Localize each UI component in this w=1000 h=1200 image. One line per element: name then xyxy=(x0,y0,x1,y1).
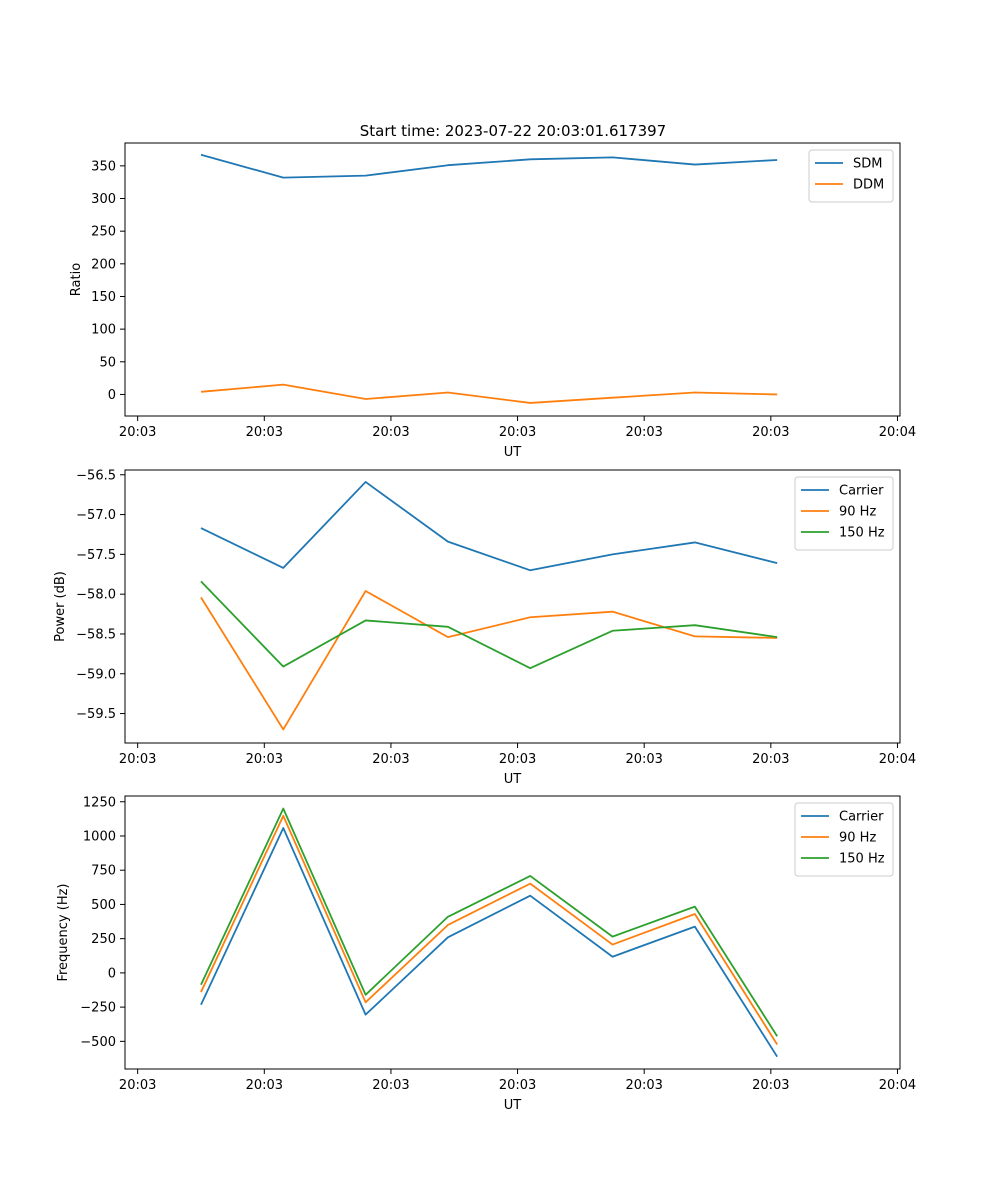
ratio-panel: 20:03 20:03 20:03 20:03 20:03 20:03 20:04 0 50 10… xyxy=(69,142,916,460)
ratio-ytick-label: 350 xyxy=(91,159,116,174)
ratio-series-sdm-line xyxy=(200,153,778,179)
frequency-ytick-label: 500 xyxy=(91,898,116,913)
power-legend-label-90-hz: 90 Hz xyxy=(839,505,876,520)
power-ylabel: Power (dB) xyxy=(53,571,68,642)
power-xtick-label: 20:03 xyxy=(752,752,789,767)
frequency-xtick-label: 20:04 xyxy=(879,1078,916,1093)
frequency-ytick-label: −250 xyxy=(80,1001,116,1016)
ratio-ytick-label: 300 xyxy=(91,192,116,207)
power-ytick-label: −57.5 xyxy=(76,548,116,563)
ratio-xtick-label: 20:03 xyxy=(119,425,156,440)
power-ytick-label: −57.0 xyxy=(76,508,116,523)
power-xtick-label: 20:03 xyxy=(119,752,156,767)
ratio-ytick-label: 150 xyxy=(91,290,116,305)
frequency-ytick-label: −500 xyxy=(80,1035,116,1050)
ratio-xtick-label: 20:03 xyxy=(625,425,662,440)
frequency-xtick-label: 20:03 xyxy=(625,1078,662,1093)
power-ytick-label: −59.5 xyxy=(76,707,116,722)
ratio-ytick-label: 200 xyxy=(91,257,116,272)
power-series-150-hz-line xyxy=(200,580,778,670)
frequency-axes-frame xyxy=(124,795,901,1070)
ratio-ytick-label: 250 xyxy=(91,225,116,240)
power-ytick-label: −58.0 xyxy=(76,588,116,603)
ratio-ytick-label: 0 xyxy=(108,388,116,403)
ratio-series-ddm-line xyxy=(200,383,778,404)
frequency-xtick-label: 20:03 xyxy=(499,1078,536,1093)
power-legend: Carrier 90 Hz 150 Hz xyxy=(794,476,894,551)
power-xlabel: UT xyxy=(504,772,522,787)
frequency-series-150-hz-line xyxy=(200,807,778,1037)
ratio-legend: SDM DDM xyxy=(808,149,894,203)
frequency-xlabel: UT xyxy=(504,1098,522,1113)
frequency-legend-label-150-hz: 150 Hz xyxy=(839,852,885,867)
frequency-series-90-hz-line xyxy=(200,814,778,1045)
power-ytick-label: −59.0 xyxy=(76,667,116,682)
ratio-xtick-label: 20:03 xyxy=(499,425,536,440)
ratio-xlabel: UT xyxy=(504,445,522,460)
power-legend-label-150-hz: 150 Hz xyxy=(839,526,885,541)
frequency-ytick-label: 250 xyxy=(91,932,116,947)
frequency-xtick-label: 20:03 xyxy=(246,1078,283,1093)
power-ytick-label: −56.5 xyxy=(76,468,116,483)
frequency-xtick-label: 20:03 xyxy=(372,1078,409,1093)
frequency-series-carrier-line xyxy=(200,827,778,1058)
frequency-ytick-label: 750 xyxy=(91,864,116,879)
power-xtick-label: 20:03 xyxy=(372,752,409,767)
frequency-legend-label-carrier: Carrier xyxy=(839,810,884,825)
frequency-panel: 20:03 20:03 20:03 20:03 20:03 20:03 20:04 −500 −… xyxy=(56,795,916,1113)
frequency-ytick-label: 0 xyxy=(108,966,116,981)
ratio-ytick-label: 100 xyxy=(91,323,116,338)
power-axes-frame xyxy=(124,469,901,744)
frequency-ytick-label: 1250 xyxy=(83,795,116,810)
power-legend-label-carrier: Carrier xyxy=(839,484,884,499)
ratio-xtick-label: 20:03 xyxy=(372,425,409,440)
ratio-axes-frame xyxy=(124,142,901,417)
ratio-xtick-label: 20:04 xyxy=(879,425,916,440)
figure-title: Start time: 2023-07-22 20:03:01.617397 xyxy=(360,122,666,140)
ratio-xtick-label: 20:03 xyxy=(752,425,789,440)
frequency-legend-label-90-hz: 90 Hz xyxy=(839,831,876,846)
frequency-xtick-label: 20:03 xyxy=(119,1078,156,1093)
ratio-xtick-label: 20:03 xyxy=(246,425,283,440)
power-panel: 20:03 20:03 20:03 20:03 20:03 20:03 20:04 −59.5… xyxy=(53,468,916,787)
power-ytick-label: −58.5 xyxy=(76,627,116,642)
frequency-legend: Carrier 90 Hz 150 Hz xyxy=(794,802,894,877)
ratio-ylabel: Ratio xyxy=(69,263,84,296)
ratio-legend-label-sdm: SDM xyxy=(853,157,882,172)
frequency-ytick-label: 1000 xyxy=(83,829,116,844)
power-series-90-hz-line xyxy=(200,590,778,731)
power-xtick-label: 20:03 xyxy=(499,752,536,767)
power-xtick-label: 20:03 xyxy=(246,752,283,767)
power-xtick-label: 20:04 xyxy=(879,752,916,767)
ratio-ytick-label: 50 xyxy=(99,355,116,370)
frequency-ylabel: Frequency (Hz) xyxy=(56,883,71,981)
power-xtick-label: 20:03 xyxy=(625,752,662,767)
ratio-legend-label-ddm: DDM xyxy=(853,178,884,193)
frequency-xtick-label: 20:03 xyxy=(752,1078,789,1093)
power-series-carrier-line xyxy=(200,481,778,572)
